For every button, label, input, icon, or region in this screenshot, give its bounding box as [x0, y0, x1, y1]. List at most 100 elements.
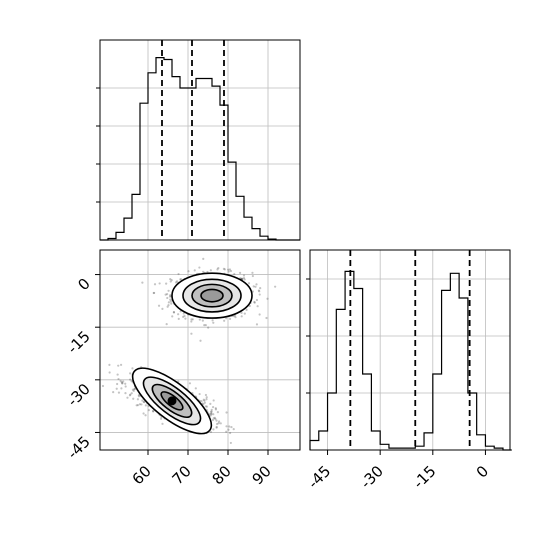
- panel-frame: [99, 39, 301, 241]
- scatter-point: [161, 307, 164, 311]
- scatter-point: [210, 410, 213, 413]
- scatter-point: [169, 280, 172, 283]
- scatter-point: [215, 422, 219, 426]
- scatter-point: [219, 422, 222, 425]
- scatter-point: [172, 311, 175, 314]
- scatter-point: [143, 401, 146, 404]
- scatter-point: [130, 380, 133, 383]
- scatter-point: [108, 371, 111, 374]
- scatter-point: [204, 393, 208, 397]
- scatter-point: [138, 403, 142, 406]
- scatter-point: [229, 441, 232, 445]
- scatter-point: [169, 300, 172, 303]
- scatter-point: [121, 381, 124, 385]
- scatter-point: [115, 387, 118, 390]
- scatter-point: [166, 296, 169, 300]
- scatter-point: [172, 311, 176, 314]
- scatter-point: [230, 425, 233, 429]
- scatter-point: [159, 417, 163, 420]
- tick-label-x: 70: [169, 462, 195, 488]
- scatter-point: [253, 301, 256, 304]
- scatter-point: [258, 293, 261, 296]
- scatter-point: [191, 318, 194, 321]
- scatter-point: [238, 271, 242, 274]
- scatter-point: [165, 323, 168, 326]
- scatter-point: [217, 267, 220, 270]
- scatter-point: [165, 293, 169, 296]
- scatter-point: [253, 300, 256, 304]
- scatter-point: [212, 428, 215, 431]
- scatter-layer: [93, 250, 300, 450]
- scatter-point: [251, 274, 254, 278]
- scatter-point: [222, 267, 225, 270]
- scatter-point: [116, 373, 119, 376]
- scatter-point: [211, 319, 214, 322]
- scatter-point: [182, 315, 185, 318]
- scatter-point: [120, 381, 123, 384]
- scatter-point: [177, 272, 180, 276]
- scatter-point: [119, 363, 123, 366]
- scatter-point: [141, 399, 144, 402]
- scatter-point: [120, 387, 123, 390]
- scatter-point: [241, 277, 244, 280]
- histogram-y-panel: -45 -30 -15 0: [304, 249, 512, 492]
- histogram-y-steps: [309, 270, 512, 451]
- scatter-point: [255, 323, 259, 326]
- scatter-point: [247, 282, 251, 285]
- scatter-point: [251, 271, 254, 274]
- scatter-point: [133, 387, 136, 391]
- scatter-point: [129, 393, 132, 396]
- scatter-point: [257, 289, 260, 292]
- scatter-point: [161, 422, 164, 425]
- scatter-point: [217, 422, 220, 425]
- scatter-point: [204, 405, 207, 408]
- scatter-point: [133, 387, 136, 391]
- scatter-point: [258, 290, 261, 293]
- scatter-point: [212, 321, 215, 324]
- scatter-point: [167, 301, 170, 304]
- scatter-point: [274, 285, 277, 288]
- scatter-point: [153, 291, 156, 295]
- scatter-point: [211, 418, 215, 422]
- tick-label-y: -30: [64, 380, 94, 410]
- contour-level: [200, 288, 224, 303]
- scatter-point: [198, 392, 201, 396]
- scatter-point: [175, 280, 179, 283]
- scatter-point: [93, 367, 95, 369]
- scatter-point: [234, 316, 237, 319]
- scatter-point: [227, 270, 230, 273]
- scatter-point: [131, 367, 134, 370]
- scatter-point: [112, 391, 115, 394]
- scatter-point: [169, 294, 172, 297]
- scatter-point: [242, 277, 246, 280]
- scatter-point: [254, 285, 257, 288]
- panel-frame: [309, 249, 511, 451]
- scatter-point: [108, 363, 111, 366]
- scatter-point: [158, 282, 161, 285]
- scatter-point: [164, 293, 167, 296]
- scatter-point: [203, 324, 206, 327]
- scatter-point: [218, 420, 221, 423]
- scatter-point: [202, 403, 205, 406]
- scatter-point: [215, 426, 218, 429]
- scatter-point: [215, 419, 218, 422]
- scatter-point: [210, 408, 213, 411]
- scatter-point: [122, 380, 125, 383]
- scatter-point: [215, 425, 218, 429]
- scatter-point: [265, 316, 268, 320]
- scatter-point: [241, 277, 244, 281]
- scatter-point: [142, 412, 145, 415]
- scatter-point: [212, 399, 215, 402]
- scatter-point: [157, 304, 161, 307]
- scatter-point: [258, 313, 261, 316]
- scatter-point: [126, 396, 129, 399]
- scatter-point: [170, 302, 173, 305]
- scatter-point: [199, 339, 202, 342]
- scatter-point: [214, 407, 217, 410]
- scatter-point: [209, 430, 213, 434]
- scatter-point: [121, 382, 124, 385]
- scatter-point: [232, 428, 235, 431]
- scatter-point: [228, 268, 232, 271]
- scatter-point: [142, 400, 145, 403]
- scatter-point: [200, 399, 203, 403]
